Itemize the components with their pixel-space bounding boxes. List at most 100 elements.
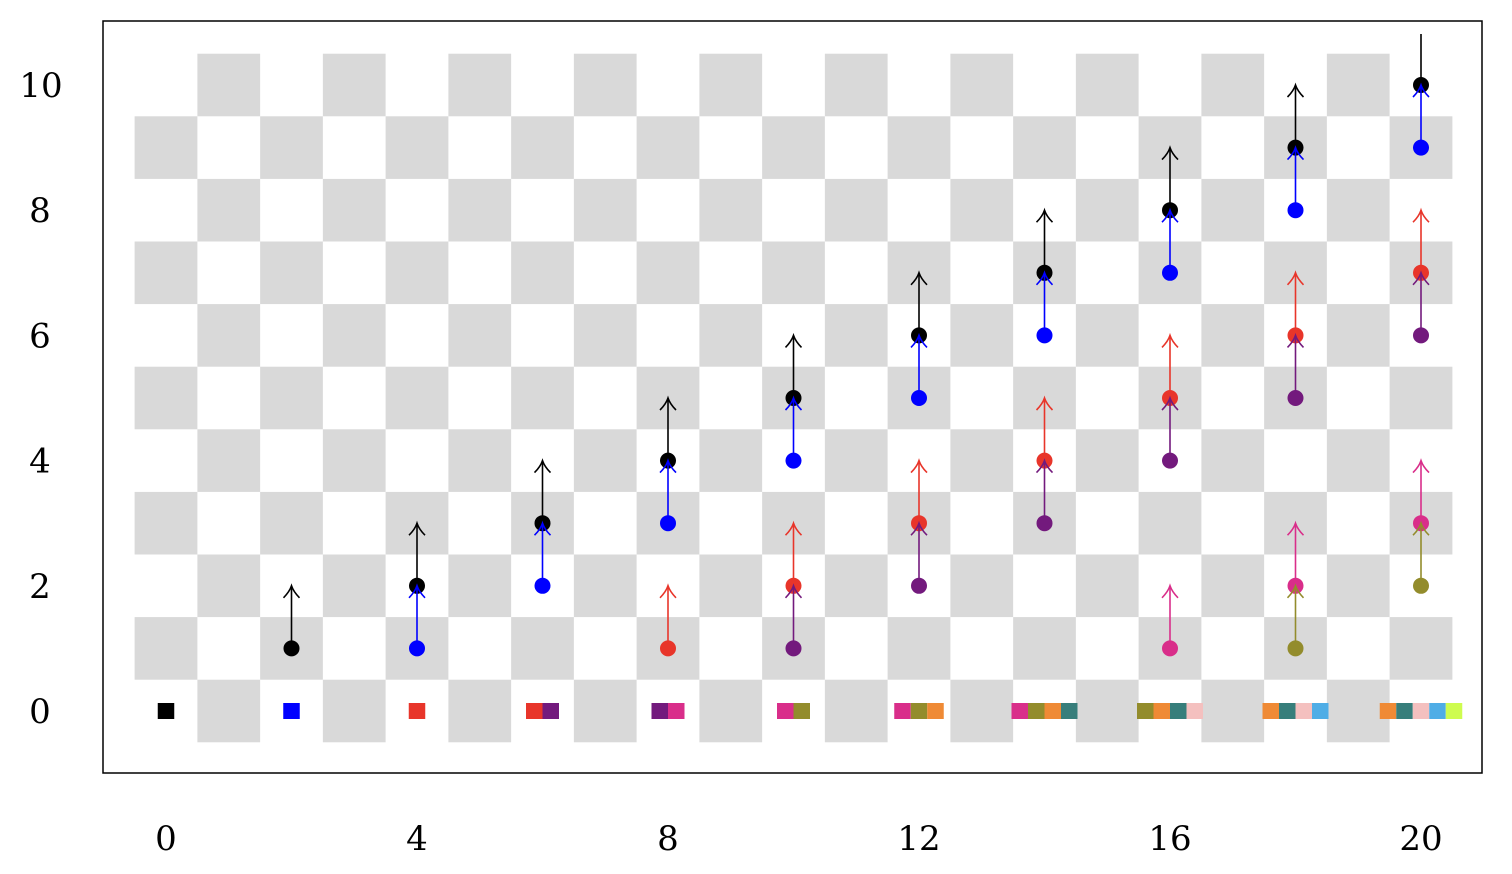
arrow-head: [659, 458, 677, 474]
board-cell: [1013, 116, 1076, 179]
arrow-head: [1412, 270, 1430, 286]
legend-square: [1044, 703, 1061, 719]
data-point: [660, 515, 676, 532]
legend-square: [1170, 703, 1187, 719]
arrow-head: [784, 332, 803, 348]
data-point: [1413, 327, 1429, 344]
legend-square: [910, 703, 928, 719]
board-cell: [260, 116, 323, 179]
y-tick-label: 0: [29, 692, 51, 732]
legend-square: [1028, 703, 1045, 719]
arrow-head: [1286, 270, 1305, 286]
arrow-head: [1161, 207, 1179, 223]
arrow-head: [1161, 395, 1179, 411]
arrow-head: [910, 458, 928, 474]
board-cell: [887, 116, 951, 179]
board-cell: [1326, 53, 1390, 117]
data-point: [1162, 640, 1178, 657]
board-cell: [511, 241, 574, 305]
data-point: [911, 577, 927, 594]
arrow-head: [533, 458, 552, 474]
board-cell: [197, 679, 261, 743]
legend-square: [668, 703, 685, 719]
legend-square: [1186, 703, 1203, 719]
board-cell: [824, 429, 888, 492]
board-cell: [385, 116, 449, 179]
board-cell: [197, 304, 261, 367]
arrow-head: [1412, 458, 1430, 474]
data-point: [1287, 390, 1304, 406]
arrow-head: [1035, 395, 1054, 411]
arrow-head: [1412, 207, 1430, 223]
data-point: [1413, 577, 1429, 594]
board-cell: [1326, 304, 1390, 367]
legend-square: [1262, 703, 1279, 719]
board-cell: [448, 53, 512, 117]
board-cell: [1075, 429, 1139, 492]
data-point: [409, 640, 425, 657]
board-cell: [448, 429, 512, 492]
board-cell: [1326, 429, 1390, 492]
legend-square: [1312, 703, 1329, 719]
board-cell: [699, 554, 763, 618]
arrow-head: [408, 520, 426, 536]
legend-square: [1137, 703, 1154, 719]
arrow-head: [1286, 145, 1305, 161]
arrow-head: [784, 395, 803, 411]
board-cell: [448, 679, 512, 743]
board-cell: [1075, 178, 1139, 242]
legend-square: [542, 703, 559, 719]
data-point: [660, 640, 676, 657]
legend-square: [927, 703, 944, 719]
y-tick-label: 10: [19, 66, 62, 106]
legend-square: [1011, 703, 1028, 719]
board-cell: [950, 679, 1014, 743]
board-cell: [824, 554, 888, 618]
checkerboard: [134, 53, 1453, 743]
data-point: [1162, 452, 1178, 469]
board-cell: [1013, 617, 1076, 680]
arrow-head: [659, 395, 677, 411]
board-cell: [322, 304, 386, 367]
board-cell: [762, 241, 825, 305]
board-cell: [950, 429, 1014, 492]
arrow-head: [1035, 207, 1054, 223]
x-tick-label: 20: [1399, 819, 1442, 859]
board-cell: [260, 491, 323, 555]
arrow-head: [1035, 270, 1054, 286]
board-cell: [950, 53, 1014, 117]
legend-square: [1379, 703, 1397, 719]
board-cell: [1201, 554, 1265, 618]
board-cell: [824, 304, 888, 367]
board-cell: [322, 178, 386, 242]
arrow-head: [910, 520, 928, 536]
arrow-head: [1286, 332, 1305, 348]
y-axis-ticks: 0 2 4 6 8 10: [19, 66, 62, 732]
board-cell: [197, 178, 261, 242]
board-cell: [573, 679, 637, 743]
board-cell: [1201, 53, 1265, 117]
legend-square: [283, 703, 300, 719]
board-cell: [824, 178, 888, 242]
board-cell: [448, 554, 512, 618]
board-cell: [1075, 304, 1139, 367]
arrow-head: [1161, 583, 1179, 599]
arrow-head: [910, 270, 928, 286]
arrow-head: [1286, 520, 1305, 536]
board-cell: [322, 554, 386, 618]
board-cell: [1201, 679, 1265, 743]
arrow-head: [1161, 332, 1179, 348]
arrow-head: [1286, 82, 1305, 98]
legend-square: [1279, 703, 1296, 719]
data-point: [1287, 202, 1304, 219]
board-cell: [322, 679, 386, 743]
board-cell: [573, 53, 637, 117]
legend-square: [1429, 703, 1446, 719]
x-axis-ticks: 0 4 8 12 16 20: [155, 819, 1442, 859]
arrow-head: [659, 583, 677, 599]
legend-square: [793, 703, 810, 719]
board-cell: [699, 304, 763, 367]
board-cell: [322, 429, 386, 492]
x-tick-label: 8: [657, 819, 679, 859]
